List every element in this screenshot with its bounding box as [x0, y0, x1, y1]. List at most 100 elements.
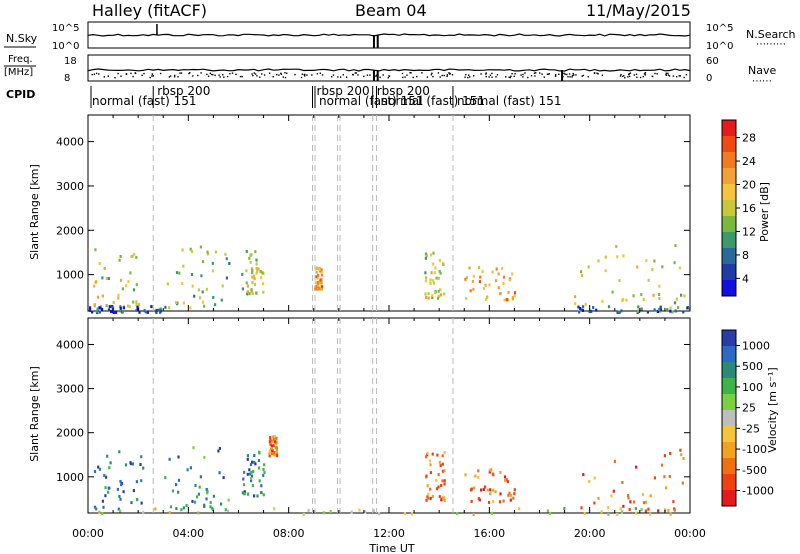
heatmap-cell	[431, 294, 434, 298]
nave-dot	[352, 73, 354, 76]
heatmap-cell	[109, 461, 112, 465]
heatmap-cell	[316, 283, 319, 287]
heatmap-cell	[221, 284, 224, 288]
nave-dot	[668, 75, 671, 77]
heatmap-cell	[316, 276, 319, 280]
heatmap-cell	[251, 269, 254, 273]
nave-dot	[582, 74, 585, 77]
heatmap-cell	[424, 292, 427, 296]
nave-dot	[581, 75, 583, 77]
heatmap-cell	[127, 280, 130, 284]
heatmap-cell	[241, 287, 244, 291]
nave-dot	[192, 75, 194, 77]
nave-dot	[636, 76, 638, 78]
heatmap-cell	[225, 276, 228, 280]
heatmap-cell	[250, 290, 254, 294]
heatmap-cell	[503, 475, 507, 479]
heatmap-cell	[245, 250, 248, 253]
heatmap-cell	[118, 495, 121, 498]
heatmap-cell	[677, 306, 680, 309]
heatmap-cell	[321, 273, 324, 277]
heatmap-cell	[679, 448, 682, 452]
nave-dot	[332, 74, 335, 76]
nave-dot	[596, 72, 598, 74]
heatmap-cell	[464, 473, 467, 477]
nave-dot	[229, 73, 231, 75]
nave-dot	[489, 74, 492, 76]
heatmap-cell	[512, 496, 515, 500]
nsky-line	[87, 33, 691, 37]
heatmap-cell	[619, 507, 622, 511]
heatmap-cell	[252, 469, 255, 473]
heatmap-cell	[579, 307, 582, 310]
nave-dot	[223, 76, 225, 78]
heatmap-cell	[107, 277, 110, 280]
nave-label: Nave	[748, 64, 776, 77]
heatmap-cell	[251, 271, 254, 275]
heatmap-cell	[443, 451, 446, 455]
heatmap-cell	[508, 491, 511, 495]
heatmap-cell	[434, 266, 437, 270]
heatmap-cell	[612, 489, 615, 493]
heatmap-cell	[211, 508, 215, 512]
heatmap-cell	[197, 492, 200, 496]
heatmap-cell	[492, 488, 495, 492]
nave-dot	[231, 72, 234, 74]
heatmap-cell	[597, 259, 600, 263]
heatmap-cell	[432, 251, 435, 255]
heatmap-cell	[634, 511, 638, 515]
heatmap-cell	[242, 477, 245, 481]
nave-dot	[406, 74, 408, 76]
heatmap-cell	[372, 509, 375, 513]
y-tick-label: 4000	[56, 338, 84, 351]
heatmap-cell	[582, 473, 585, 477]
heatmap-cell	[616, 310, 619, 314]
heatmap-cell	[212, 494, 215, 498]
nave-dot	[623, 75, 625, 77]
heatmap-cell	[142, 466, 145, 470]
heatmap-cell	[242, 483, 246, 487]
heatmap-cell	[245, 269, 248, 273]
heatmap-cell	[119, 306, 122, 310]
heatmap-cell	[484, 283, 487, 287]
heatmap-cell	[150, 305, 153, 309]
nave-dot	[667, 72, 669, 74]
heatmap-cell	[429, 463, 432, 467]
colorbar-swatch	[722, 410, 736, 427]
heatmap-cell	[426, 484, 429, 488]
heatmap-cell	[253, 277, 256, 281]
heatmap-cell	[243, 492, 246, 496]
heatmap-cell	[474, 474, 477, 478]
heatmap-cell	[604, 255, 607, 259]
velocity-ylabel: Slant Range [km]	[28, 366, 41, 462]
nave-dot	[149, 76, 151, 79]
nave-dot	[404, 76, 406, 78]
heatmap-cell	[253, 454, 256, 457]
colorbar-swatch	[722, 184, 736, 201]
heatmap-cell	[511, 296, 514, 300]
heatmap-cell	[686, 306, 689, 310]
heatmap-cell	[117, 296, 120, 300]
heatmap-cell	[318, 268, 321, 272]
nave-dot	[412, 76, 414, 79]
x-tick-label: 12:00	[373, 527, 405, 540]
nave-dot	[488, 76, 490, 78]
colorbar-swatch	[722, 490, 736, 507]
heatmap-cell	[488, 283, 491, 287]
heatmap-cell	[251, 281, 254, 284]
colorbar-tick-label: 25	[742, 402, 756, 415]
nave-dot	[357, 74, 359, 76]
heatmap-cell	[135, 300, 138, 304]
heatmap-cell	[431, 452, 434, 456]
nave-dot	[210, 73, 213, 76]
heatmap-cell	[678, 266, 681, 270]
heatmap-cell	[119, 497, 122, 501]
heatmap-cell	[108, 486, 111, 490]
nsearch-dots: ⋯⋯⋯	[756, 39, 786, 50]
heatmap-cell	[580, 270, 583, 274]
heatmap-cell	[254, 462, 257, 466]
heatmap-cell	[128, 305, 131, 309]
heatmap-cell	[580, 308, 583, 312]
